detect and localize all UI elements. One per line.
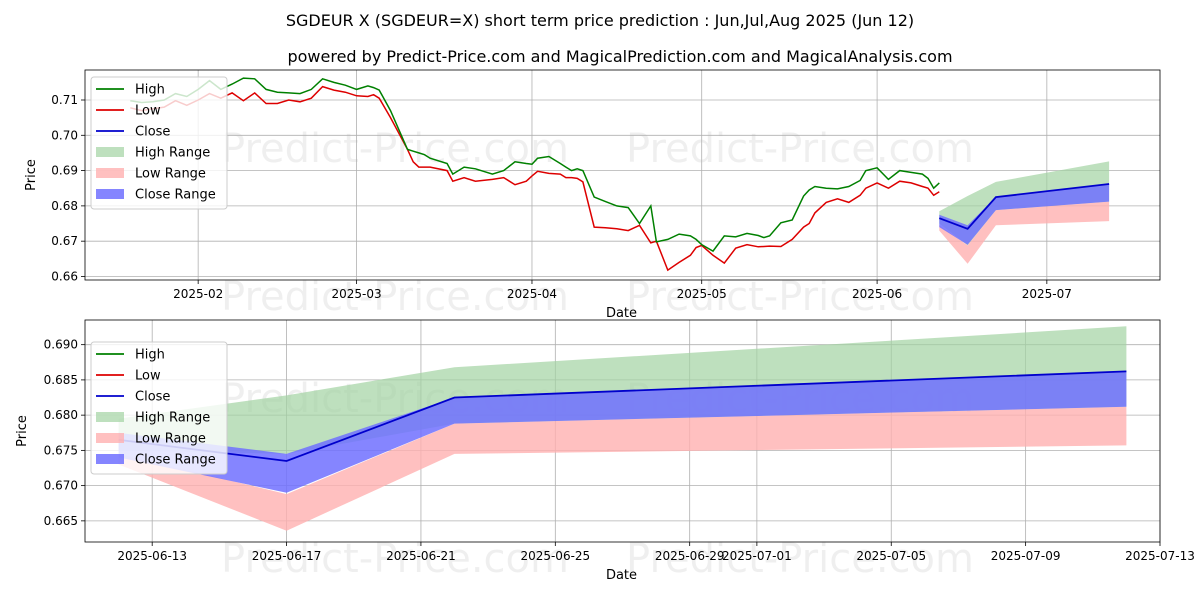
x-tick-label: 2025-04 [507,287,557,301]
legend-high-range-label: High Range [135,411,210,426]
x-tick-label: 2025-06-13 [117,549,187,563]
y-axis-label: Price [15,415,30,447]
close-range-band [118,371,1127,493]
chart-title: SGDEUR X (SGDEUR=X) short term price pre… [286,11,914,30]
legend-low-label: Low [135,104,161,119]
legend-high-label: High [135,348,165,363]
y-tick-label: 0.665 [44,514,78,528]
legend-close-range-label: Close Range [135,188,216,203]
legend-low-label: Low [135,369,161,384]
x-tick-label: 2025-07 [1022,287,1072,301]
legend-low-range-label: Low Range [135,432,206,447]
y-tick-label: 0.69 [51,164,78,178]
x-tick-label: 2025-06 [852,287,902,301]
x-axis-label: Date [606,306,637,321]
x-tick-label: 2025-07-01 [722,549,792,563]
x-tick-label: 2025-06-29 [655,549,725,563]
plot-area [130,77,1110,272]
legend-close-range-swatch [96,189,124,199]
watermark-text: Predict-Price.com [221,536,569,582]
axes-frame [84,319,1161,543]
x-tick-label: 2025-07-13 [1125,549,1195,563]
top-chart-panel: Predict-Price.com Predict-Price.com Predic… [24,69,1161,321]
legend-box [90,341,228,475]
bottom-chart-panel: Predict-Price.comPredict-Price.comPredic… [15,319,1195,583]
x-tick-label: 2025-06-25 [520,549,590,563]
x-tick-label: 2025-02 [173,287,223,301]
y-tick-label: 0.71 [51,93,78,107]
watermark-text: Predict-Price.com [626,536,974,582]
x-tick-label: 2025-07-09 [991,549,1061,563]
x-axis-label: Date [606,568,637,583]
y-tick-label: 0.690 [44,338,78,352]
y-tick-label: 0.685 [44,373,78,387]
y-tick-label: 0.68 [51,199,78,213]
watermark-text: Predict-Price.com [221,126,569,172]
close-range-band [939,184,1110,245]
low-range-band [939,201,1110,264]
axes-frame [84,69,1161,281]
legend-close-range-swatch [96,454,124,464]
legend-low-range-swatch [96,433,124,443]
y-tick-label: 0.680 [44,408,78,422]
chart-subtitle: powered by Predict-Price.com and Magical… [287,47,952,66]
x-tick-label: 2025-06-17 [252,549,322,563]
watermark-text: Predict-Price.com [221,274,569,320]
x-tick-label: 2025-07-05 [856,549,926,563]
legend-close-label: Close [135,125,170,140]
legend-high-label: High [135,83,165,98]
y-tick-label: 0.70 [51,128,78,142]
y-tick-label: 0.670 [44,479,78,493]
low-range-band [118,406,1127,531]
y-tick-label: 0.675 [44,443,78,457]
legend-low-range-label: Low Range [135,167,206,182]
watermark-text: Predict-Price.com [626,274,974,320]
x-tick-label: 2025-03 [332,287,382,301]
close-prediction-line [938,183,1110,230]
legend-high-range-label: High Range [135,146,210,161]
y-axis-label: Price [24,159,39,191]
legend-high-range-swatch [96,147,124,157]
legend-box [90,76,228,210]
legend-close-range-label: Close Range [135,453,216,468]
low-series-line [130,85,940,272]
y-tick-label: 0.67 [51,234,78,248]
legend: High Low Close High Range Low Range Close Ran… [90,76,228,210]
x-tick-label: 2025-05 [677,287,727,301]
watermark-text: Predict-Price.com [626,126,974,172]
legend-close-label: Close [135,390,170,405]
high-series-line [130,77,940,253]
legend-low-range-swatch [96,168,124,178]
legend-high-range-swatch [96,412,124,422]
x-tick-label: 2025-06-21 [386,549,456,563]
y-tick-label: 0.66 [51,269,78,283]
legend: High Low Close High Range Low Range Close Ran… [90,341,228,475]
